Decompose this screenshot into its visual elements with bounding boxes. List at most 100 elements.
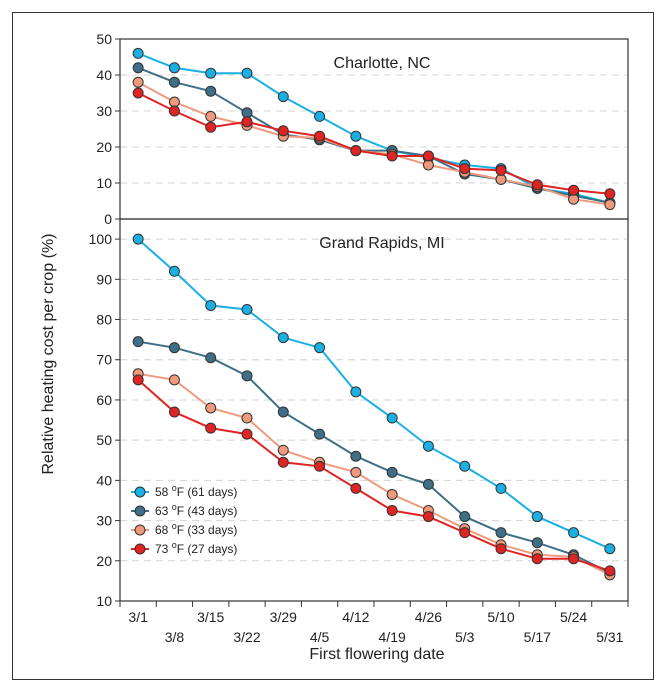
x-tick-label: 3/15: [197, 609, 224, 625]
legend-label: 58 oF (61 days): [155, 483, 237, 499]
data-point: [422, 440, 434, 452]
data-point: [205, 110, 217, 122]
data-point: [350, 482, 362, 494]
legend-swatch-marker: [134, 505, 146, 517]
data-point: [386, 466, 398, 478]
legend-label: 68 oF (33 days): [155, 521, 237, 537]
data-point: [241, 428, 253, 440]
data-point: [205, 85, 217, 97]
data-point: [314, 110, 326, 122]
panel-grand-rapids: 10 20 30 40 50 60 70 80 90 100 Grand Rapids, MI: [89, 218, 629, 609]
data-point: [386, 505, 398, 517]
chart-svg: 0 10 20 30 40 50 Charlotte, NC 10 20 30 40 50 60 70 8…: [40, 31, 629, 663]
data-point: [205, 402, 217, 414]
data-point: [459, 460, 471, 472]
x-tick-label: 4/26: [415, 609, 442, 625]
data-point: [495, 543, 507, 555]
data-point: [386, 412, 398, 424]
data-point: [168, 342, 180, 354]
panel-title: Charlotte, NC: [334, 55, 431, 72]
data-point: [205, 352, 217, 364]
x-tick-label: 5/10: [487, 609, 514, 625]
y-tick-label: 0: [104, 211, 112, 227]
data-point: [604, 188, 616, 200]
data-point: [350, 466, 362, 478]
data-point: [132, 76, 144, 88]
x-tick-label: 4/19: [379, 629, 406, 645]
data-point: [531, 553, 543, 565]
data-point: [531, 537, 543, 549]
data-point: [205, 67, 217, 79]
data-point: [168, 105, 180, 117]
y-tick-label: 20: [96, 553, 112, 569]
data-point: [132, 47, 144, 59]
data-point: [495, 164, 507, 176]
legend-swatch-marker: [134, 486, 146, 498]
legend: 58 oF (61 days) 63 oF (43 days) 68 oF (33 …: [131, 483, 237, 556]
data-point: [459, 163, 471, 175]
x-tick-label: 3/29: [270, 609, 297, 625]
y-tick-label: 50: [96, 432, 112, 448]
series-line: [137, 372, 611, 576]
y-tick-label: 40: [96, 472, 112, 488]
y-tick-label: 70: [96, 352, 112, 368]
data-point: [459, 511, 471, 523]
data-point: [132, 336, 144, 348]
series-line: [137, 238, 611, 550]
series-line: [137, 66, 611, 204]
data-point: [495, 482, 507, 494]
legend-swatch-marker: [134, 543, 146, 555]
data-point: [277, 332, 289, 344]
series-line: [137, 379, 611, 572]
x-tick-label: 5/31: [596, 629, 623, 645]
y-tick-label: 30: [96, 103, 112, 119]
data-point: [205, 121, 217, 133]
data-point: [132, 374, 144, 386]
y-tick-label: 40: [96, 67, 112, 83]
data-point: [314, 130, 326, 142]
y-tick-label: 90: [96, 271, 112, 287]
data-point: [132, 233, 144, 245]
data-point: [168, 62, 180, 74]
x-tick-label: 5/3: [455, 629, 475, 645]
series-line: [137, 340, 611, 574]
legend-swatch-marker: [134, 524, 146, 536]
y-tick-label: 10: [96, 593, 112, 609]
data-point: [241, 116, 253, 128]
y-tick-label: 80: [96, 312, 112, 328]
data-point: [277, 444, 289, 456]
panel-charlotte: 0 10 20 30 40 50 Charlotte, NC: [96, 31, 629, 227]
data-point: [422, 511, 434, 523]
data-point: [314, 428, 326, 440]
y-tick-label: 10: [96, 175, 112, 191]
data-point: [531, 511, 543, 523]
data-point: [350, 130, 362, 142]
data-point: [205, 299, 217, 311]
data-point: [350, 145, 362, 157]
data-point: [531, 179, 543, 191]
x-tick-label: 5/24: [560, 609, 587, 625]
data-point: [386, 150, 398, 162]
data-point: [459, 527, 471, 539]
y-tick-label: 20: [96, 139, 112, 155]
x-tick-label: 3/22: [233, 629, 260, 645]
data-point: [132, 62, 144, 74]
x-tick-label: 3/8: [165, 629, 185, 645]
data-point: [495, 527, 507, 539]
panel-title: Grand Rapids, MI: [319, 235, 444, 252]
legend-label: 73 oF (27 days): [155, 540, 237, 556]
data-point: [350, 450, 362, 462]
data-point: [168, 374, 180, 386]
y-tick-label: 100: [89, 231, 113, 247]
data-point: [568, 553, 580, 565]
data-point: [386, 488, 398, 500]
series-line: [137, 92, 610, 195]
y-tick-label: 60: [96, 392, 112, 408]
data-point: [241, 67, 253, 79]
data-point: [132, 87, 144, 99]
x-axis: 3/1 3/8 3/15 3/22 3/29 4/5 4/12 4/19 4/26 5/3 5/10…: [119, 601, 629, 645]
x-tick-label: 3/1: [128, 609, 148, 625]
data-point: [314, 460, 326, 472]
x-axis-label: First flowering date: [309, 646, 444, 663]
data-point: [277, 91, 289, 103]
